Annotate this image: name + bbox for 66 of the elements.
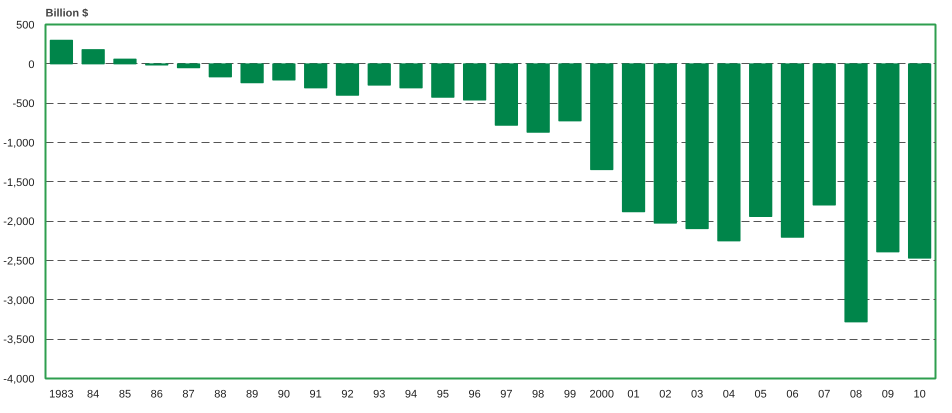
y-tick-label: 500: [16, 20, 35, 32]
bar: [462, 63, 486, 101]
x-tick-label: 99: [564, 388, 576, 400]
x-tick-label: 90: [278, 388, 290, 400]
bar: [654, 63, 677, 224]
x-tick-label: 88: [214, 388, 226, 400]
x-tick-label: 06: [786, 388, 799, 400]
y-tick-label: -2,500: [3, 256, 35, 268]
x-tick-label: 91: [310, 388, 322, 400]
bar: [844, 63, 868, 322]
bar: [113, 58, 137, 64]
y-tick-label: -500: [12, 98, 35, 110]
bar: [685, 63, 709, 230]
x-tick-label: 10: [913, 388, 926, 400]
bar: [336, 63, 360, 96]
x-tick-label: 84: [87, 388, 100, 400]
bar: [240, 63, 264, 84]
x-tick-label: 92: [341, 388, 354, 400]
x-tick-label: 97: [500, 388, 513, 400]
y-tick-label: 0: [28, 58, 35, 71]
bar: [780, 63, 804, 238]
bar: [717, 63, 741, 242]
bar: [368, 63, 391, 86]
bar: [622, 63, 646, 212]
y-tick-label: -2,000: [3, 216, 35, 228]
x-tick-label: 89: [246, 388, 258, 400]
y-tick-label: -3,000: [3, 294, 35, 307]
x-tick-label: 02: [659, 388, 672, 400]
bar: [304, 63, 328, 88]
x-tick-label: 07: [818, 388, 830, 400]
bar: [876, 63, 900, 252]
bar: [494, 63, 518, 126]
x-tick-label: 85: [118, 388, 132, 400]
x-tick-label: 2000: [590, 388, 614, 400]
x-tick-label: 86: [150, 388, 163, 400]
bar: [272, 63, 296, 80]
y-tick-label: -3,500: [3, 334, 35, 346]
bar: [908, 63, 932, 259]
x-tick-label: 04: [722, 388, 736, 400]
x-tick-label: 94: [404, 388, 418, 400]
bar: [176, 63, 200, 68]
bar: [749, 63, 772, 217]
y-axis-title: Billion $: [46, 8, 88, 20]
x-tick-label: 09: [882, 388, 894, 400]
y-tick-label: -4,000: [3, 374, 35, 386]
x-tick-label: 1983: [49, 388, 74, 400]
bar: [399, 63, 423, 88]
y-tick-label: -1,500: [3, 176, 35, 189]
bar: [558, 63, 582, 122]
bar: [431, 63, 454, 98]
x-tick-label: 03: [690, 388, 704, 400]
bar: [82, 49, 105, 64]
x-tick-label: 87: [182, 388, 195, 400]
x-tick-label: 96: [468, 388, 481, 400]
bar: [208, 63, 232, 78]
x-tick-label: 08: [850, 388, 862, 400]
x-tick-label: 98: [532, 388, 544, 400]
x-tick-label: 01: [627, 388, 640, 400]
x-tick-label: 05: [754, 388, 767, 400]
bar: [526, 63, 550, 133]
x-tick-label: 93: [373, 388, 386, 400]
x-tick-label: 95: [436, 388, 449, 400]
bar: [50, 40, 74, 64]
y-tick-label: -1,000: [3, 138, 35, 150]
bar: [812, 63, 836, 206]
bar: [590, 63, 614, 170]
